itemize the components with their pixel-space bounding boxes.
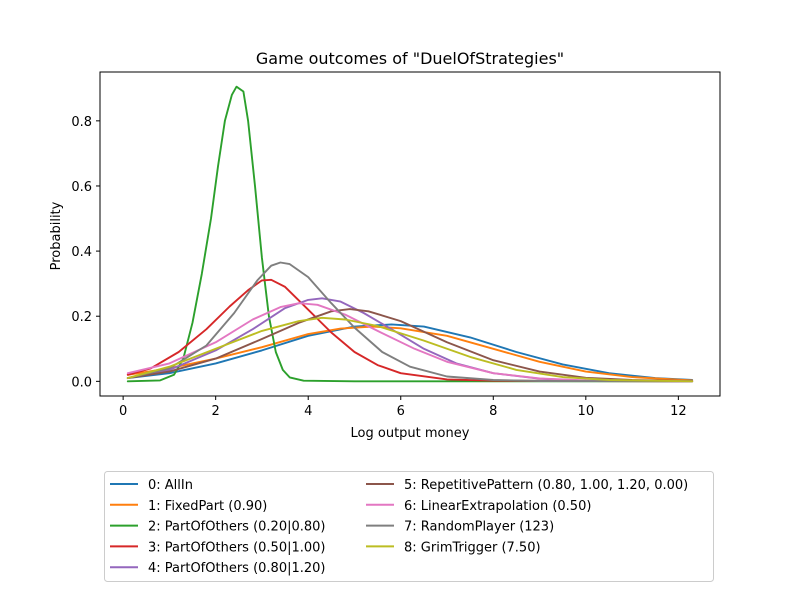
- axes-frame: [99, 71, 721, 397]
- y-tick-label: 0.4: [71, 245, 92, 260]
- series-line-5: [126, 308, 694, 382]
- series-line-2: [126, 85, 694, 383]
- y-tick-label: 0.6: [71, 180, 92, 195]
- legend-label-2: 2: PartOfOthers (0.20|0.80): [148, 520, 326, 535]
- legend-label-4: 4: PartOfOthers (0.80|1.20): [148, 561, 326, 576]
- legend-label-1: 1: FixedPart (0.90): [148, 499, 267, 514]
- x-tick-label: 10: [578, 404, 595, 419]
- y-axis-label: Probability: [49, 201, 64, 270]
- x-tick-label: 8: [489, 404, 497, 419]
- x-axis-label: Log output money: [351, 426, 470, 441]
- series-line-6: [126, 302, 694, 383]
- legend-box: [104, 471, 714, 582]
- series-line-3: [126, 278, 694, 383]
- legend-label-3: 3: PartOfOthers (0.50|1.00): [148, 540, 326, 555]
- legend-label-0: 0: AllIn: [148, 478, 193, 493]
- legend-label-6: 6: LinearExtrapolation (0.50): [404, 499, 591, 514]
- series-line-8: [126, 316, 694, 383]
- x-tick-label: 2: [212, 404, 220, 419]
- series-line-0: [126, 323, 694, 381]
- legend-label-8: 8: GrimTrigger (7.50): [404, 540, 541, 555]
- plot-area: 0 2 4 6 8 10 12 0.0 0.2 0.4 0.6 0.8: [71, 71, 721, 419]
- legend: 0: AllIn 1: FixedPart (0.90) 2: PartOfOthe…: [104, 471, 714, 582]
- y-tick-label: 0.2: [71, 310, 92, 325]
- y-tick-label: 0.0: [71, 375, 92, 390]
- series-line-7: [126, 261, 694, 383]
- legend-label-7: 7: RandomPlayer (123): [404, 520, 554, 535]
- x-tick-label: 0: [119, 404, 127, 419]
- chart-title: Game outcomes of "DuelOfStrategies": [256, 49, 564, 68]
- x-tick-label: 12: [670, 404, 687, 419]
- legend-label-5: 5: RepetitivePattern (0.80, 1.00, 1.20, …: [404, 478, 688, 493]
- x-tick-label: 4: [304, 404, 312, 419]
- y-tick-label: 0.8: [71, 115, 92, 130]
- x-tick-label: 6: [397, 404, 405, 419]
